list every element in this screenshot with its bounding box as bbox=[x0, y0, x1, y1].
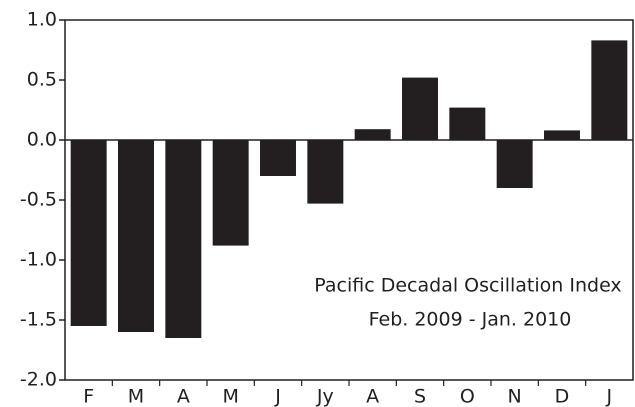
x-tick-label: M bbox=[222, 386, 238, 407]
x-tick-label: A bbox=[177, 386, 190, 407]
bar bbox=[544, 130, 580, 140]
x-tick-label: O bbox=[460, 386, 475, 407]
y-tick-label: -1.5 bbox=[20, 309, 57, 331]
x-tick-label: Jy bbox=[316, 386, 334, 407]
bar bbox=[118, 140, 154, 332]
bar bbox=[165, 140, 202, 338]
bar bbox=[496, 140, 533, 188]
annotation: Feb. 2009 - Jan. 2010 bbox=[369, 309, 572, 331]
bar bbox=[212, 140, 249, 246]
bar bbox=[70, 140, 107, 326]
x-tick-label: S bbox=[414, 386, 426, 407]
bar bbox=[354, 129, 391, 140]
x-tick-label: J bbox=[274, 386, 281, 407]
bar bbox=[260, 140, 296, 176]
bar bbox=[591, 40, 628, 140]
x-tick-label: J bbox=[606, 386, 613, 407]
y-tick-label: -0.5 bbox=[20, 189, 57, 211]
y-tick-label: -1.0 bbox=[20, 249, 57, 271]
y-tick-label: 0.0 bbox=[27, 129, 57, 151]
y-tick-label: 1.0 bbox=[27, 9, 57, 31]
x-tick-label: F bbox=[83, 386, 94, 407]
y-tick-label: 0.5 bbox=[27, 69, 57, 91]
bar bbox=[449, 107, 486, 140]
y-tick-label: -2.0 bbox=[20, 369, 57, 391]
x-tick-label: M bbox=[128, 386, 144, 407]
x-tick-label: N bbox=[508, 386, 522, 407]
bar bbox=[402, 77, 438, 140]
annotation: Pacific Decadal Oscillation Index bbox=[314, 275, 621, 297]
x-tick-label: D bbox=[555, 386, 570, 407]
x-tick-label: A bbox=[366, 386, 379, 407]
bar bbox=[307, 140, 344, 204]
